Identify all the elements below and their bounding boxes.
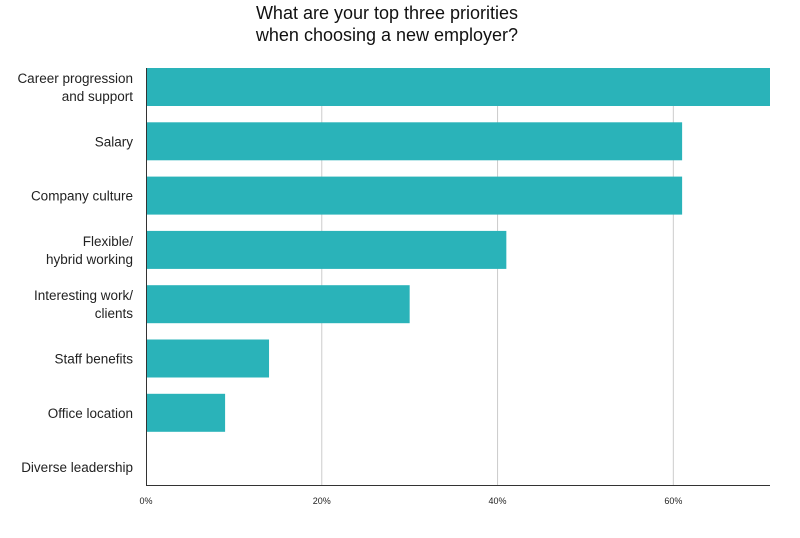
category-label-2-0: Company culture bbox=[31, 189, 133, 204]
tick-labels: 0% 20% 40% 60% bbox=[139, 496, 682, 506]
bar-4 bbox=[146, 285, 410, 324]
bar-6 bbox=[146, 393, 226, 432]
category-label-4-1: clients bbox=[95, 306, 134, 321]
chart-title: What are your top three priorities when … bbox=[0, 2, 774, 46]
chart-title-line-2: when choosing a new employer? bbox=[255, 25, 519, 45]
tick-label-2: 40% bbox=[489, 496, 507, 506]
category-label-3-0: Flexible/ bbox=[83, 234, 134, 249]
category-label-0-0: Career progression bbox=[17, 71, 133, 86]
category-label-5-0: Staff benefits bbox=[54, 352, 133, 367]
tick-label-3: 60% bbox=[664, 496, 682, 506]
bars bbox=[146, 68, 770, 432]
tick-label-0: 0% bbox=[139, 496, 152, 506]
bar-3 bbox=[146, 230, 507, 269]
bar-0 bbox=[146, 68, 770, 106]
category-label-1-0: Salary bbox=[95, 134, 134, 149]
bar-5 bbox=[146, 339, 270, 378]
category-label-7-0: Diverse leadership bbox=[21, 460, 133, 475]
axes bbox=[146, 68, 770, 486]
tick-label-1: 20% bbox=[313, 496, 331, 506]
chart-title-line-1: What are your top three priorities bbox=[255, 3, 519, 23]
category-label-0-1: and support bbox=[62, 89, 134, 104]
bar-1 bbox=[146, 122, 683, 161]
category-label-6-0: Office location bbox=[48, 406, 133, 421]
category-labels: Career progression and support Salary Compa… bbox=[17, 71, 133, 475]
bar-2 bbox=[146, 176, 683, 215]
category-label-4-0: Interesting work/ bbox=[34, 288, 133, 303]
category-label-3-1: hybrid working bbox=[46, 252, 133, 267]
